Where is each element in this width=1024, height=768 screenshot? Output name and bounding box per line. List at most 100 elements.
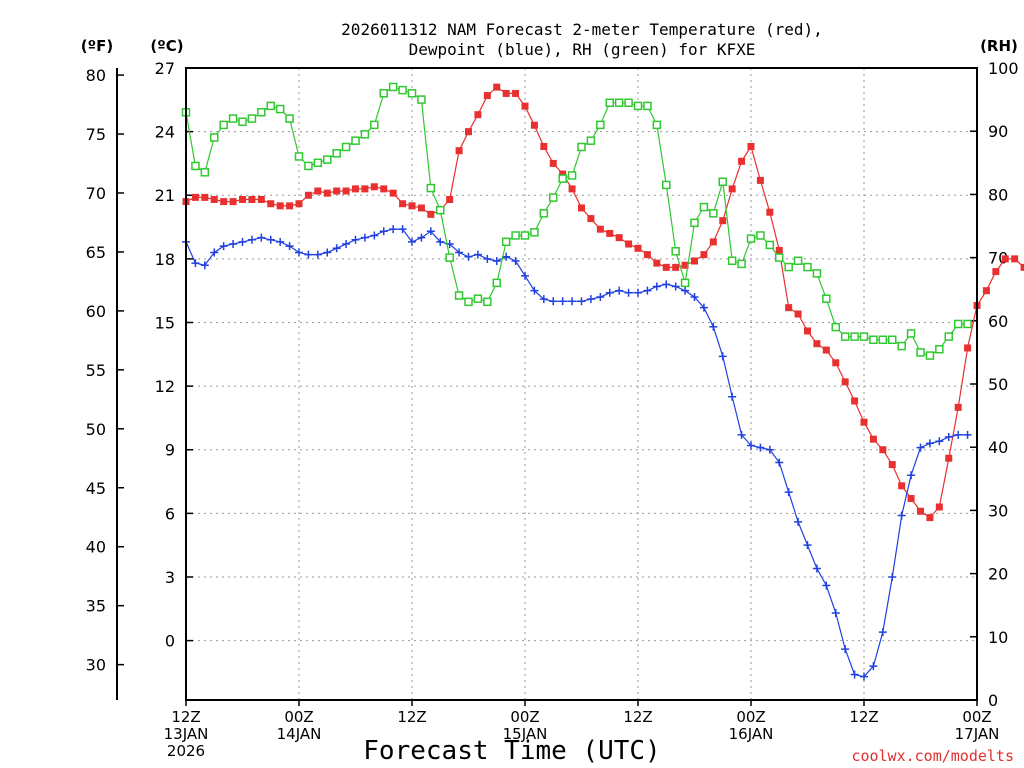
data-point (492, 278, 501, 288)
data-point (982, 287, 990, 295)
data-point (342, 187, 350, 195)
data-point (643, 251, 651, 259)
data-point (360, 130, 370, 139)
data-point (219, 242, 228, 251)
data-point (389, 225, 398, 234)
data-point (483, 92, 491, 100)
data-series (181, 82, 1024, 681)
data-point (606, 229, 614, 237)
data-point (775, 246, 783, 254)
data-point (388, 82, 398, 92)
data-point (785, 304, 793, 312)
data-point (879, 446, 887, 454)
data-point (643, 286, 652, 295)
data-point (719, 217, 727, 225)
data-point (313, 158, 323, 168)
rh-tick-label: 100 (988, 59, 1019, 78)
data-point (831, 322, 840, 332)
data-point (812, 564, 821, 573)
data-point (671, 247, 680, 256)
series-line (185, 86, 968, 357)
data-point (483, 254, 492, 263)
data-point (446, 195, 454, 203)
data-point (831, 609, 840, 618)
data-point (549, 297, 558, 306)
celsius-tick-label: 18 (155, 250, 175, 269)
data-point (276, 202, 284, 210)
data-point (464, 252, 473, 261)
fahrenheit-tick-label: 35 (86, 597, 106, 616)
data-point (652, 120, 662, 130)
fahrenheit-tick-label: 55 (86, 361, 106, 380)
fahrenheit-tick-label: 65 (86, 243, 106, 262)
data-point (229, 198, 237, 206)
data-point (201, 193, 209, 201)
data-point (794, 517, 803, 526)
data-point (587, 215, 595, 223)
data-point (803, 541, 812, 550)
data-point (228, 114, 238, 123)
data-point (765, 445, 774, 454)
rh-tick-label: 30 (988, 501, 1008, 520)
data-point (501, 237, 511, 247)
data-point (285, 114, 294, 123)
data-point (822, 346, 830, 354)
data-point (379, 89, 388, 98)
data-point (521, 271, 529, 280)
data-point (483, 297, 492, 307)
data-point (925, 351, 935, 360)
data-point (596, 225, 604, 233)
fahrenheit-tick-label: 45 (86, 479, 106, 498)
time-tick-label: 12Z (171, 708, 200, 726)
rh-tick-label: 60 (988, 312, 1008, 331)
data-point (926, 514, 934, 522)
data-point (794, 310, 802, 318)
data-point (464, 297, 473, 307)
data-point (691, 257, 698, 265)
data-point (992, 268, 1000, 276)
data-point (963, 319, 972, 329)
celsius-axis: 0 3 6 9 12 15 18 21 24 27 (155, 59, 193, 651)
data-point (699, 303, 708, 312)
chart-title-line-1: 2026011312 NAM Forecast 2-meter Temperat… (341, 20, 823, 39)
data-point (851, 397, 859, 405)
data-point (803, 262, 812, 272)
data-point (229, 240, 238, 249)
data-point (869, 335, 878, 345)
data-point (275, 104, 285, 114)
data-point (643, 101, 652, 111)
data-point (370, 183, 378, 191)
data-point (935, 503, 943, 511)
series-rh (181, 82, 972, 360)
data-point (840, 332, 850, 341)
data-point (765, 240, 775, 250)
data-point (625, 240, 633, 248)
fahrenheit-tick-label: 40 (86, 538, 106, 557)
time-tick-label: 12Z (623, 708, 652, 726)
data-point (709, 238, 717, 246)
data-point (954, 403, 962, 411)
time-tick-label: 2026 (167, 742, 205, 760)
data-point (756, 176, 764, 184)
fahrenheit-unit-label: (ºF) (81, 37, 113, 55)
data-point (568, 297, 577, 306)
data-point (850, 332, 859, 341)
data-point (925, 439, 934, 448)
data-point (586, 295, 595, 304)
data-point (662, 280, 671, 289)
data-point (520, 231, 530, 240)
celsius-tick-label: 0 (165, 632, 175, 651)
fahrenheit-axis: 30 35 40 45 50 55 60 65 70 75 80 (86, 66, 124, 700)
data-point (398, 85, 407, 95)
time-tick-label: 17JAN (955, 725, 1000, 743)
data-point (897, 341, 906, 351)
data-point (370, 231, 379, 240)
data-point (662, 180, 671, 190)
data-point (898, 482, 906, 490)
time-tick-label: 15JAN (503, 725, 548, 743)
data-point (352, 185, 359, 193)
data-point (841, 378, 849, 386)
rh-tick-label: 70 (988, 249, 1008, 268)
data-point (953, 319, 963, 329)
